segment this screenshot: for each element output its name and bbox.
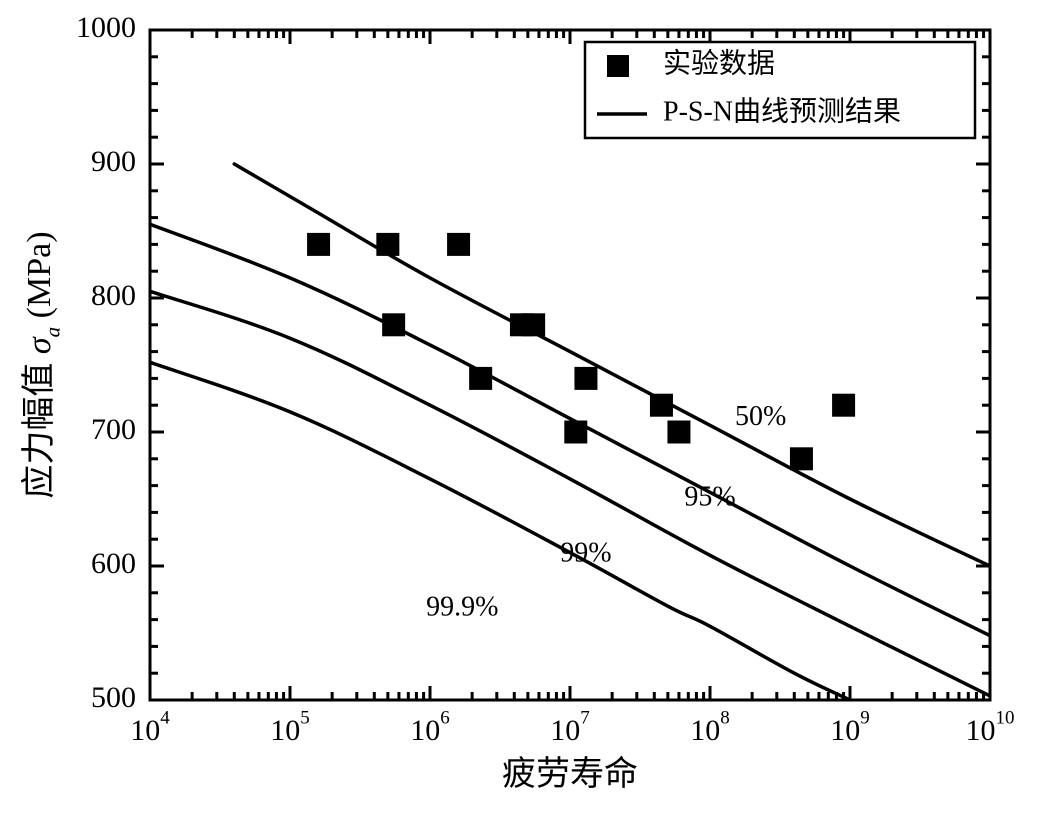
legend-label: P-S-N曲线预测结果: [663, 95, 901, 127]
data-point: [308, 233, 330, 255]
chart-container: 50% 95% 99% 99.9% 104 105 106 107 108 109 1010 疲劳寿命…: [0, 0, 1039, 819]
curve-label: 99.9%: [426, 591, 498, 622]
y-tick-label: 800: [91, 279, 136, 312]
data-point: [565, 421, 587, 443]
legend-label: 实验数据: [663, 47, 775, 79]
x-tick-label: 1010: [966, 708, 1015, 748]
y-tick-label: 1000: [76, 11, 136, 44]
data-point: [523, 314, 545, 336]
data-point: [668, 421, 690, 443]
x-tick-label: 104: [130, 708, 170, 748]
x-tick-label: 105: [270, 708, 310, 748]
data-point: [377, 233, 399, 255]
data-point: [790, 448, 812, 470]
x-axis-title: 疲劳寿命: [502, 755, 638, 793]
y-tick-label: 600: [91, 547, 136, 580]
data-point: [383, 314, 405, 336]
data-point: [448, 233, 470, 255]
y-tick-label: 700: [91, 413, 136, 446]
data-point: [470, 367, 492, 389]
curve-label: 95%: [684, 481, 735, 512]
data-point: [650, 394, 672, 416]
legend-marker-icon: [607, 55, 629, 77]
x-tick-label: 106: [410, 708, 450, 748]
y-tick-label: 500: [91, 681, 136, 714]
chart-svg: 50% 95% 99% 99.9% 104 105 106 107 108 109 1010 疲劳寿命…: [0, 0, 1039, 819]
y-tick-label: 900: [91, 145, 136, 178]
data-point: [575, 367, 597, 389]
x-tick-label: 109: [830, 708, 870, 748]
curve-label: 50%: [735, 401, 786, 432]
x-tick-label: 107: [550, 708, 590, 748]
curve-label: 99%: [560, 538, 611, 569]
x-tick-label: 108: [690, 708, 730, 748]
y-axis-title: 应力幅值 σa (MPa): [20, 231, 65, 498]
data-point: [833, 394, 855, 416]
